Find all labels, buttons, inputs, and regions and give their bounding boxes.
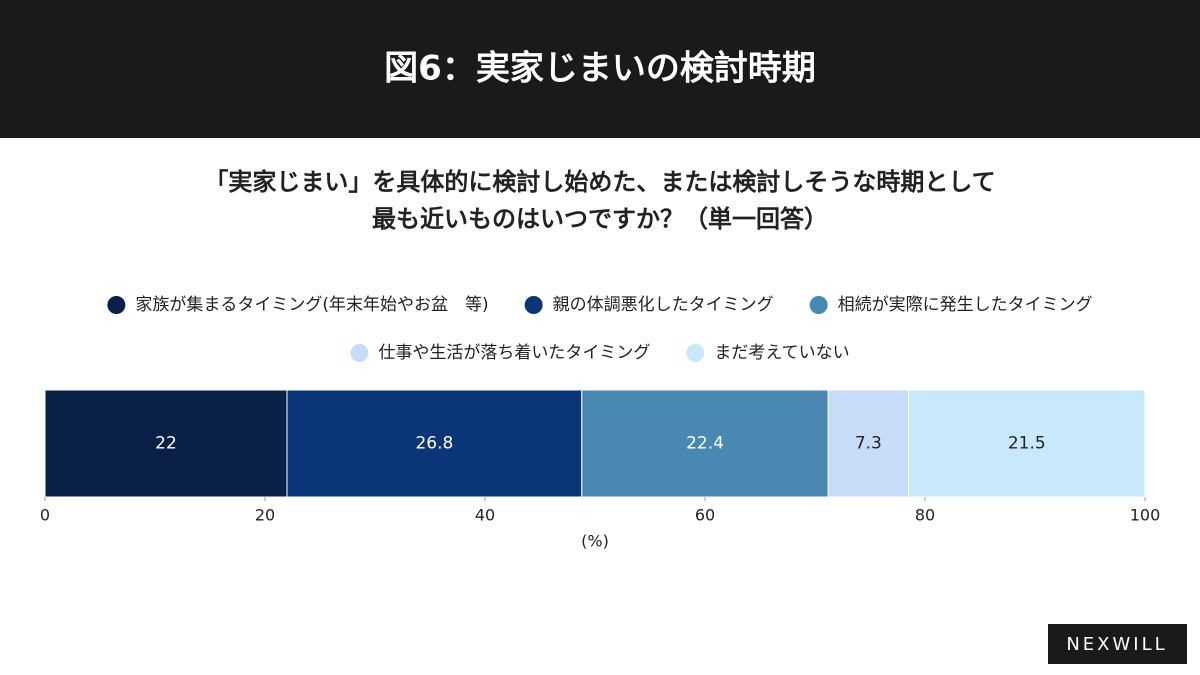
value-label: 22 (155, 434, 177, 454)
value-label: 22.4 (686, 434, 724, 454)
bar-segment (827, 389, 910, 498)
legend-label: 相続が実際に発生したタイミング (838, 295, 1093, 315)
value-label: 26.8 (415, 434, 453, 454)
value-label: 7.3 (855, 434, 882, 454)
x-tick-label: 60 (695, 506, 715, 525)
bar-segment (908, 389, 1146, 498)
legend-swatch (809, 296, 828, 314)
legend-label: 親の体調悪化したタイミング (553, 295, 774, 315)
subtitle: 最も近いものはいつですか？（単一回答） (372, 205, 828, 233)
logo: NEXWILL (1066, 634, 1167, 655)
value-label: 21.5 (1008, 434, 1046, 454)
x-tick-label: 100 (1130, 506, 1161, 525)
legend-label: まだ考えていない (714, 343, 849, 363)
header-band (0, 0, 1200, 138)
subtitle: 「実家じまい」を具体的に検討し始めた、または検討しそうな時期として (204, 168, 995, 196)
bar-segment (44, 389, 288, 498)
bar-segment (581, 389, 829, 498)
x-tick-label: 40 (475, 506, 495, 525)
x-axis-label: (%) (581, 532, 609, 551)
x-tick-label: 0 (40, 506, 50, 525)
logo-box (1048, 624, 1187, 664)
legend-swatch (107, 296, 126, 314)
legend-swatch (686, 344, 705, 362)
legend-swatch (524, 296, 543, 314)
legend-row: 家族が集まるタイミング(年末年始やお盆 等) 親の体調悪化したタイミング 相続が実際… (107, 295, 1093, 315)
x-tick-label: 20 (255, 506, 275, 525)
legend-row: 仕事や生活が落ち着いたタイミング まだ考えていない (350, 343, 850, 363)
legend-label: 仕事や生活が落ち着いたタイミング (378, 343, 650, 363)
legend-label: 家族が集まるタイミング(年末年始やお盆 等) (135, 295, 488, 315)
chart-title: 図6：実家じまいの検討時期 (384, 49, 816, 89)
legend-swatch (350, 344, 369, 362)
x-tick-label: 80 (915, 506, 935, 525)
